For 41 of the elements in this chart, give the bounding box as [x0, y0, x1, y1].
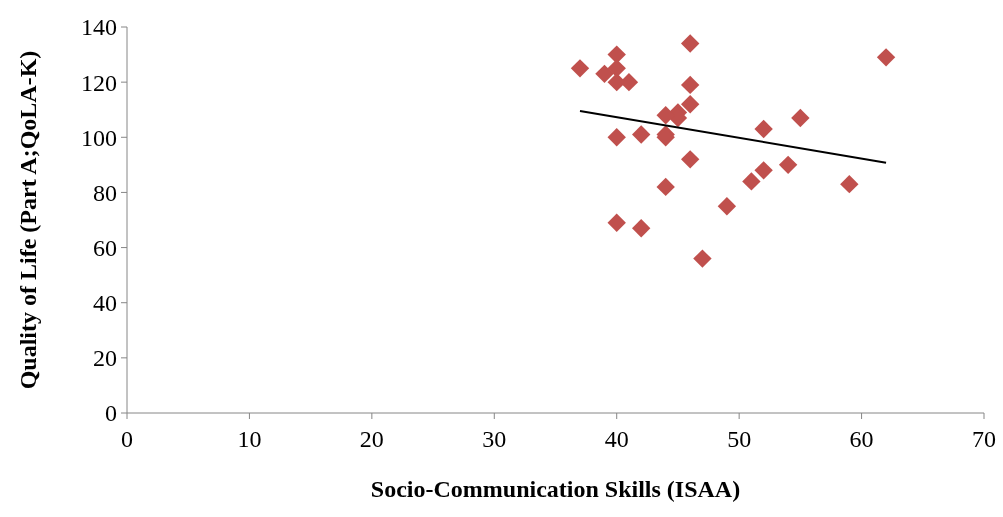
- y-tick-label: 80: [93, 179, 117, 206]
- y-tick-label: 100: [81, 124, 117, 151]
- point: [680, 95, 700, 114]
- point: [595, 64, 614, 84]
- point: [607, 59, 626, 78]
- y-tick-label: 60: [93, 234, 117, 261]
- x-tick-label: 40: [604, 426, 629, 452]
- x-tick-label: 70: [972, 426, 996, 452]
- x-axis-title: Socio-Communication Skills (ISAA): [370, 476, 741, 502]
- x-tick-label: 50: [727, 426, 752, 452]
- point: [632, 219, 651, 238]
- point: [632, 125, 651, 144]
- point: [778, 155, 798, 175]
- point: [876, 48, 896, 67]
- point: [717, 197, 737, 216]
- y-tick-label: 0: [105, 400, 117, 427]
- point: [742, 172, 761, 191]
- point: [754, 161, 773, 180]
- x-tick-label: 60: [849, 426, 874, 452]
- point: [693, 249, 712, 268]
- point: [656, 177, 675, 197]
- point: [680, 150, 700, 169]
- point: [840, 174, 859, 194]
- x-tick-label: 10: [237, 426, 262, 452]
- point: [570, 59, 590, 78]
- point: [607, 45, 626, 64]
- y-axis-title: Quality of Life (Part A;QoLA-K): [15, 50, 41, 390]
- y-tick-label: 140: [81, 14, 117, 41]
- x-tick-label: 20: [359, 426, 384, 452]
- y-tick-label: 20: [93, 345, 117, 372]
- point: [607, 128, 626, 147]
- point: [791, 108, 810, 128]
- y-tick-label: 40: [93, 290, 117, 317]
- x-tick-label: 30: [482, 426, 507, 452]
- point: [680, 75, 700, 95]
- point: [754, 119, 773, 139]
- point: [680, 34, 700, 53]
- x-tick-label: 0: [121, 426, 133, 452]
- point: [607, 213, 626, 232]
- y-tick-label: 120: [81, 69, 117, 96]
- point: [619, 72, 639, 92]
